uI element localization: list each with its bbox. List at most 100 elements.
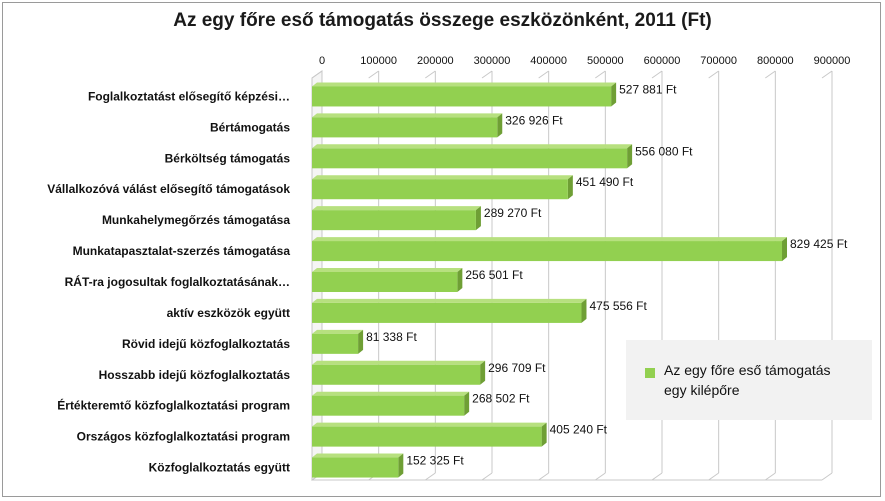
legend-label: Az egy főre eső támogatás egy kilépőre: [664, 360, 864, 400]
bar: [312, 395, 465, 416]
gridline-floor: [651, 472, 663, 481]
gridline-top: [821, 70, 833, 79]
x-tick-label: 200000: [417, 55, 454, 67]
gridline-top: [708, 70, 719, 79]
bar-top: [312, 113, 503, 118]
bar: [312, 179, 568, 200]
data-label: 326 926 Ft: [505, 113, 563, 127]
bar: [312, 364, 481, 385]
gridline-floor: [481, 472, 493, 481]
gridline-top: [311, 70, 323, 79]
bar: [312, 426, 542, 447]
gridline-top: [765, 70, 776, 79]
bar-side: [611, 82, 617, 107]
bar-side: [627, 144, 633, 169]
category-label: Értékteremtő közfoglalkoztatási program: [57, 398, 290, 413]
bar: [312, 272, 458, 292]
data-label: 829 425 Ft: [790, 237, 848, 251]
bar: [312, 333, 359, 354]
bar-side: [782, 237, 788, 262]
x-tick-label: 700000: [700, 55, 737, 67]
gridline-floor: [765, 472, 776, 481]
data-label: 152 325 Ft: [406, 454, 464, 468]
bar: [312, 302, 582, 323]
data-label: 556 080 Ft: [635, 144, 693, 158]
data-label: 268 502 Ft: [472, 392, 530, 406]
gridline-floor: [425, 472, 436, 481]
bar-top: [312, 453, 404, 458]
category-label: Hosszabb idejű közfoglalkoztatás: [99, 368, 291, 382]
legend-swatch: [645, 368, 655, 378]
gridline-top: [481, 70, 493, 79]
category-label: aktív eszközök együtt: [167, 306, 290, 320]
bar-side: [475, 206, 481, 231]
bar-side: [457, 268, 463, 292]
gridline-top: [425, 70, 436, 79]
category-label: Országos közfoglalkoztatási program: [77, 430, 290, 444]
category-label: Bérköltség támogatás: [165, 151, 291, 165]
bar-side: [358, 329, 364, 354]
data-label: 256 501 Ft: [465, 268, 523, 282]
x-tick-label: 600000: [644, 55, 681, 67]
gridline-top: [595, 70, 606, 79]
bar-top: [312, 329, 364, 334]
category-label: Munkatapasztalat-szerzés támogatása: [73, 244, 291, 258]
x-tick-label: 400000: [530, 55, 567, 67]
x-tick-label: 0: [319, 55, 325, 67]
gridline-floor: [595, 472, 606, 481]
category-label: RÁT-ra jogosultak foglalkoztatásának…: [65, 274, 290, 289]
bar-top: [312, 175, 573, 180]
bar-top: [312, 237, 788, 242]
bar: [312, 86, 612, 107]
bar: [312, 457, 399, 478]
data-label: 289 270 Ft: [484, 206, 542, 220]
bar-top: [312, 82, 617, 87]
data-label: 405 240 Ft: [550, 423, 608, 437]
bar-side: [497, 113, 503, 138]
chart-title: Az egy főre eső támogatás összege eszköz…: [173, 10, 712, 31]
category-label: Rövid idejű közfoglalkoztatás: [122, 337, 290, 351]
category-label: Munkahelymegőrzés támogatása: [102, 213, 290, 227]
gridline-top: [538, 70, 549, 79]
data-label: 296 709 Ft: [488, 361, 546, 375]
data-label: 451 490 Ft: [576, 175, 634, 189]
bar-side: [464, 391, 470, 416]
bar-top: [312, 360, 486, 365]
category-label: Vállalkozóvá válást elősegítő támogatáso…: [47, 182, 290, 196]
bar: [312, 210, 476, 231]
x-tick-label: 100000: [360, 55, 397, 67]
bar-top: [312, 422, 547, 427]
bar-top: [312, 206, 481, 211]
legend-label-line-2: egy kilépőre: [664, 382, 740, 398]
bar-top: [312, 391, 470, 396]
gridline-top: [368, 70, 379, 79]
category-label: Közfoglalkoztatás együtt: [149, 461, 290, 475]
legend-label-line-1: Az egy főre eső támogatás: [664, 362, 831, 378]
bar-side: [567, 175, 573, 200]
x-tick-label: 800000: [757, 55, 794, 67]
bar-top: [312, 298, 587, 303]
category-label: Foglalkoztatást elősegítő képzési…: [88, 89, 290, 103]
gridline-top: [651, 70, 663, 79]
bar-side: [480, 360, 486, 385]
data-label: 81 338 Ft: [366, 330, 417, 344]
gridline-floor: [821, 472, 833, 481]
bar-top: [312, 268, 463, 272]
data-label: 475 556 Ft: [589, 299, 647, 313]
x-tick-label: 500000: [587, 55, 624, 67]
bar: [312, 241, 783, 262]
bar: [312, 148, 628, 169]
x-tick-label: 300000: [474, 55, 511, 67]
bar-side: [581, 298, 587, 323]
data-label: 527 881 Ft: [619, 82, 677, 96]
category-label: Bértámogatás: [210, 120, 290, 134]
gridline-floor: [708, 472, 719, 481]
x-tick-label: 900000: [814, 55, 851, 67]
bar: [312, 117, 498, 138]
chart-legend: Az egy főre eső támogatás egy kilépőre: [626, 340, 872, 420]
gridline-floor: [538, 472, 549, 481]
bar-side: [541, 422, 547, 447]
bar-top: [312, 144, 633, 149]
bar-side: [398, 453, 404, 478]
